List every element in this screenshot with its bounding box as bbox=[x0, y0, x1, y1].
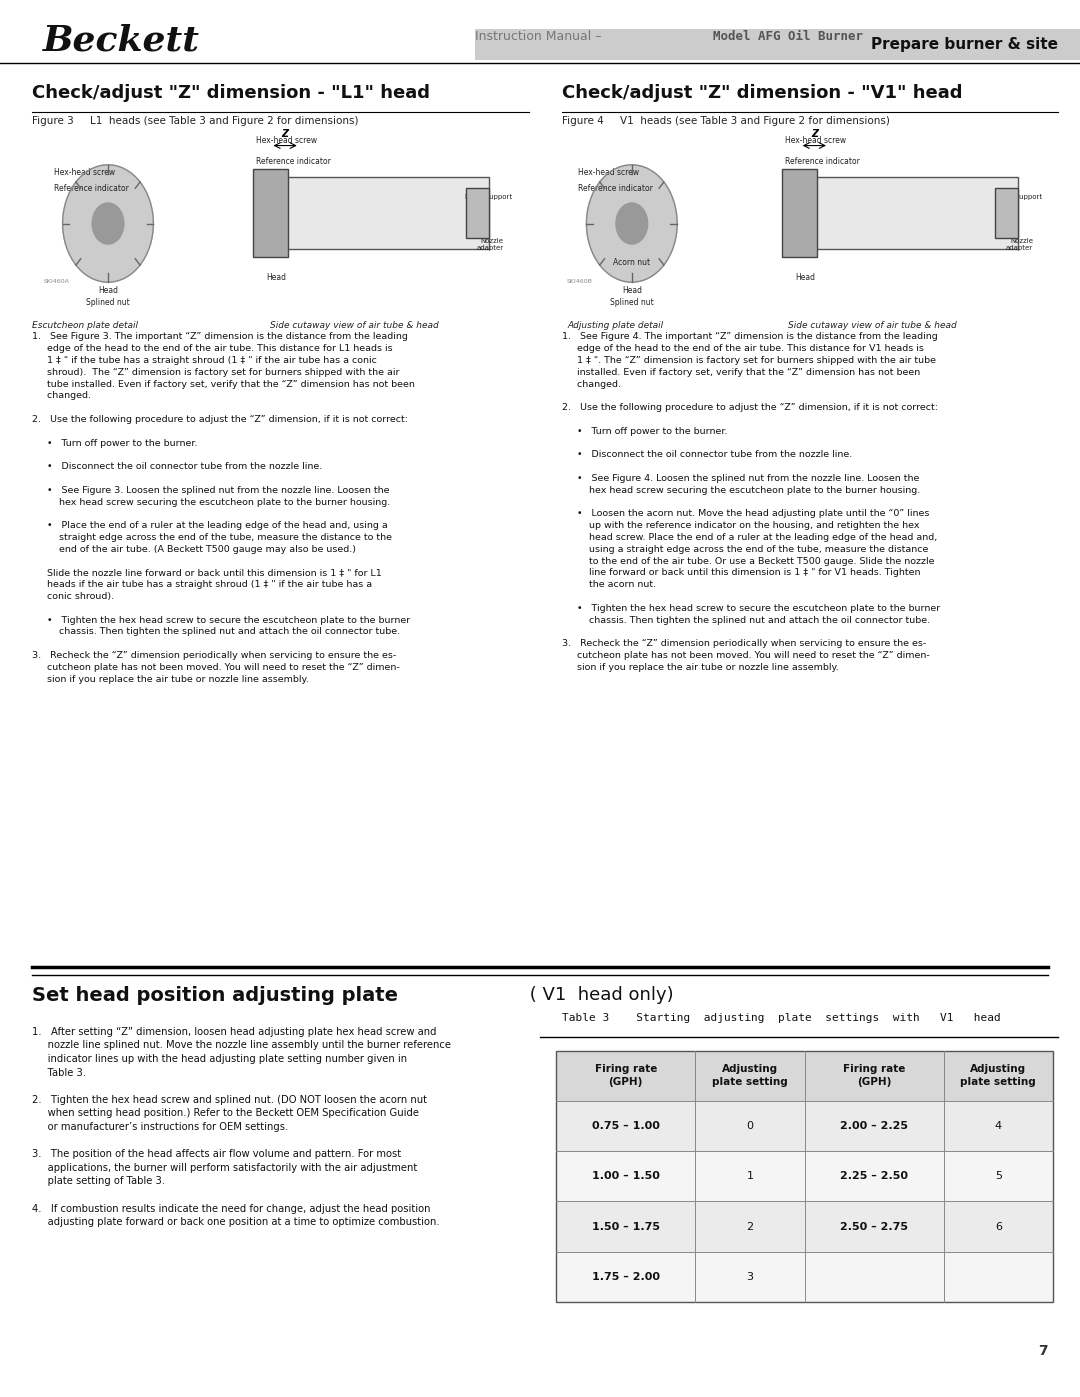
Text: 3: 3 bbox=[746, 1271, 754, 1282]
Text: Z: Z bbox=[282, 129, 288, 140]
Text: Table 3    Starting  adjusting  plate  settings  with   V1   head: Table 3 Starting adjusting plate setting… bbox=[562, 1013, 1000, 1023]
Text: Head: Head bbox=[267, 274, 286, 282]
Text: 1.00 – 1.50: 1.00 – 1.50 bbox=[592, 1171, 660, 1182]
Text: Hex-head screw: Hex-head screw bbox=[54, 168, 116, 176]
Text: 2.50 – 2.75: 2.50 – 2.75 bbox=[840, 1221, 908, 1232]
Bar bbox=[465, 187, 489, 239]
Bar bbox=[556, 1051, 1053, 1101]
Bar bbox=[556, 1252, 1053, 1302]
Text: Set head position adjusting plate: Set head position adjusting plate bbox=[32, 986, 399, 1006]
Text: 2.25 – 2.50: 2.25 – 2.50 bbox=[840, 1171, 908, 1182]
Text: 1.   See Figure 3. The important “Z” dimension is the distance from the leading
: 1. See Figure 3. The important “Z” dimen… bbox=[32, 332, 416, 683]
Text: 7: 7 bbox=[1038, 1344, 1048, 1358]
Bar bbox=[556, 1201, 1053, 1252]
Bar bbox=[253, 169, 288, 257]
Text: 1.   After setting “Z” dimension, loosen head adjusting plate hex head screw and: 1. After setting “Z” dimension, loosen h… bbox=[32, 1027, 451, 1227]
Text: Figure 3     L1  heads (see Table 3 and Figure 2 for dimensions): Figure 3 L1 heads (see Table 3 and Figur… bbox=[32, 116, 359, 126]
Text: 4: 4 bbox=[995, 1120, 1002, 1132]
Text: Nozzle
adapter: Nozzle adapter bbox=[1005, 239, 1032, 251]
Circle shape bbox=[92, 203, 124, 244]
Text: Head: Head bbox=[796, 274, 815, 282]
Bar bbox=[782, 169, 818, 257]
Text: 2: 2 bbox=[746, 1221, 754, 1232]
Text: Head: Head bbox=[622, 286, 642, 295]
Text: ( V1  head only): ( V1 head only) bbox=[524, 986, 674, 1004]
Text: Reference indicator: Reference indicator bbox=[54, 184, 129, 193]
Bar bbox=[799, 177, 1018, 249]
Text: Escutcheon plate detail: Escutcheon plate detail bbox=[32, 321, 138, 330]
Text: Adjusting plate detail: Adjusting plate detail bbox=[567, 321, 663, 330]
Circle shape bbox=[616, 203, 648, 244]
Text: Acorn nut: Acorn nut bbox=[613, 258, 650, 267]
Bar bbox=[995, 187, 1018, 239]
Bar bbox=[475, 29, 1080, 60]
Text: SKI460B: SKI460B bbox=[567, 279, 593, 285]
Text: Beckett: Beckett bbox=[43, 24, 200, 57]
Text: 1.50 – 1.75: 1.50 – 1.75 bbox=[592, 1221, 660, 1232]
Text: 1.   See Figure 4. The important “Z” dimension is the distance from the leading
: 1. See Figure 4. The important “Z” dimen… bbox=[562, 332, 940, 672]
Text: 2.00 – 2.25: 2.00 – 2.25 bbox=[840, 1120, 908, 1132]
Bar bbox=[556, 1101, 1053, 1151]
Text: 1: 1 bbox=[746, 1171, 754, 1182]
Text: Adjusting
plate setting: Adjusting plate setting bbox=[712, 1065, 787, 1087]
Text: Figure 4     V1  heads (see Table 3 and Figure 2 for dimensions): Figure 4 V1 heads (see Table 3 and Figur… bbox=[562, 116, 890, 126]
Text: SKI460A: SKI460A bbox=[43, 279, 69, 285]
Text: Hex-head screw: Hex-head screw bbox=[785, 136, 847, 145]
Circle shape bbox=[63, 165, 153, 282]
Text: Instruction Manual –: Instruction Manual – bbox=[475, 29, 606, 43]
Text: 5: 5 bbox=[995, 1171, 1002, 1182]
Text: Splined nut: Splined nut bbox=[86, 298, 130, 306]
Text: Adjusting
plate setting: Adjusting plate setting bbox=[960, 1065, 1036, 1087]
Text: Reference indicator: Reference indicator bbox=[785, 156, 860, 166]
Text: 0: 0 bbox=[746, 1120, 754, 1132]
Text: Hex-head screw: Hex-head screw bbox=[578, 168, 639, 176]
Text: Reference indicator: Reference indicator bbox=[578, 184, 652, 193]
Text: Firing rate
(GPH): Firing rate (GPH) bbox=[843, 1065, 905, 1087]
Text: Firing rate
(GPH): Firing rate (GPH) bbox=[595, 1065, 657, 1087]
Text: Head support: Head support bbox=[995, 194, 1042, 200]
Bar bbox=[556, 1151, 1053, 1201]
Bar bbox=[271, 177, 489, 249]
Text: Nozzle
adapter: Nozzle adapter bbox=[476, 239, 503, 251]
Text: Check/adjust "Z" dimension - "V1" head: Check/adjust "Z" dimension - "V1" head bbox=[562, 84, 962, 102]
Text: Side cutaway view of air tube & head: Side cutaway view of air tube & head bbox=[788, 321, 957, 330]
Text: 0.75 – 1.00: 0.75 – 1.00 bbox=[592, 1120, 660, 1132]
Text: Z: Z bbox=[811, 129, 818, 140]
Text: Check/adjust "Z" dimension - "L1" head: Check/adjust "Z" dimension - "L1" head bbox=[32, 84, 431, 102]
Circle shape bbox=[586, 165, 677, 282]
Text: 1.75 – 2.00: 1.75 – 2.00 bbox=[592, 1271, 660, 1282]
Text: Side cutaway view of air tube & head: Side cutaway view of air tube & head bbox=[270, 321, 438, 330]
Text: 6: 6 bbox=[995, 1221, 1002, 1232]
Text: Head support: Head support bbox=[465, 194, 513, 200]
Text: Head: Head bbox=[98, 286, 118, 295]
Text: Reference indicator: Reference indicator bbox=[256, 156, 330, 166]
Text: Model AFG Oil Burner: Model AFG Oil Burner bbox=[713, 29, 863, 43]
Text: Hex-head screw: Hex-head screw bbox=[256, 136, 318, 145]
Text: Prepare burner & site: Prepare burner & site bbox=[872, 38, 1058, 52]
Bar bbox=[556, 1051, 1053, 1302]
Text: Splined nut: Splined nut bbox=[610, 298, 653, 306]
